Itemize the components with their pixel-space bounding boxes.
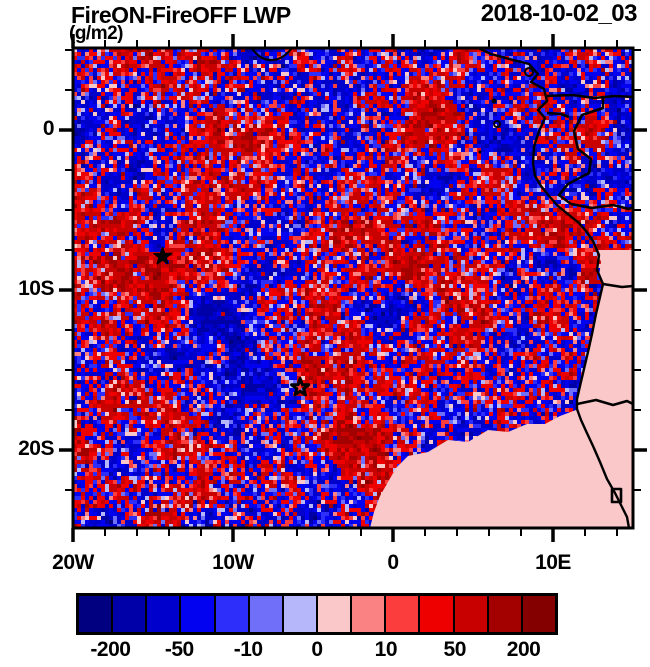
x-tick-label: 10E	[535, 551, 571, 574]
x-tick-label: 10W	[212, 551, 254, 574]
lwp-difference-field	[73, 48, 633, 528]
timestamp-label: 2018-10-02_03	[480, 0, 638, 27]
colorbar-tick-label: -50	[164, 638, 194, 661]
colorbar-tick-label: 200	[506, 638, 541, 661]
colorbar-segment	[249, 596, 284, 632]
colorbar-segment	[113, 596, 148, 632]
colorbar-tick-label: -10	[233, 638, 263, 661]
y-tick-label: 0	[42, 117, 55, 140]
colorbar-tick-label: -200	[90, 638, 131, 661]
y-tick-label: 20S	[18, 437, 54, 460]
colorbar-segment	[522, 596, 555, 632]
x-tick-label: 0	[387, 551, 399, 574]
colorbar-segment	[454, 596, 489, 632]
colorbar-segment	[79, 596, 114, 632]
colorbar-tick-label: 50	[443, 638, 467, 661]
colorbar-segment	[488, 596, 523, 632]
plot-title: FireON-FireOFF LWP	[71, 2, 291, 28]
colorbar-segment	[181, 596, 216, 632]
colorbar-segment	[352, 596, 387, 632]
colorbar-segment	[283, 596, 318, 632]
colorbar-segment	[317, 596, 353, 632]
y-tick-label: 10S	[18, 277, 54, 300]
colorbar-segment	[386, 596, 421, 632]
x-tick-label: 20W	[52, 551, 94, 574]
colorbar-tick-label: 0	[311, 638, 323, 661]
colorbar	[76, 593, 558, 635]
colorbar-segment	[147, 596, 182, 632]
units-label: (g/m2)	[69, 23, 124, 44]
colorbar-tick-label: 10	[374, 638, 398, 661]
colorbar-segment	[215, 596, 250, 632]
colorbar-segment	[420, 596, 455, 632]
